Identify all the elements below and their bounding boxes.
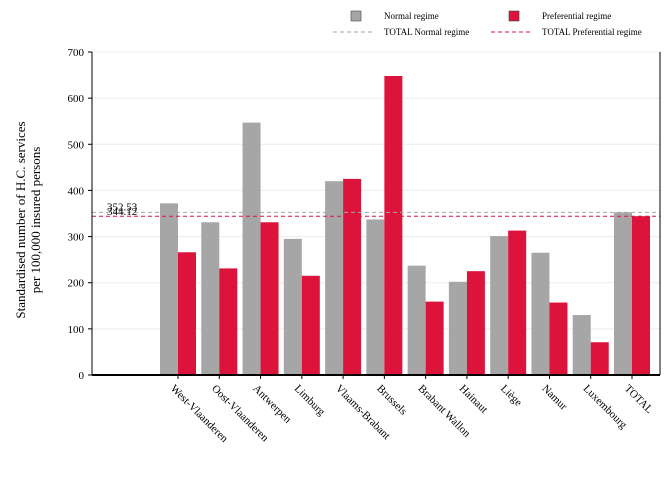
legend-swatch-normal-regime [350, 10, 362, 22]
bar-preferential-regime-brabant-wallon [425, 301, 444, 375]
y-tick-label-200: 200 [68, 278, 85, 290]
y-tick-label-0: 0 [79, 370, 85, 382]
bar-normal-regime-west-vlaanderen [160, 203, 178, 375]
y-tick-label-100: 100 [68, 324, 85, 336]
legend-label-total-normal-regime: TOTAL Normal regime [384, 27, 469, 37]
legend-label-preferential-regime: Preferential regime [542, 11, 611, 21]
legend: Normal regime Preferential regime TOTAL No… [333, 10, 642, 37]
bar-normal-regime-hainaut [448, 281, 467, 375]
y-tick-label-700: 700 [68, 47, 85, 59]
y-tick-label-600: 600 [68, 93, 85, 105]
bar-preferential-regime-namur [549, 302, 568, 375]
bar-preferential-regime-oost-vlaanderen [219, 268, 238, 375]
axes [88, 51, 661, 379]
bar-preferential-regime-vlaams-brabant [343, 178, 362, 375]
bar-normal-regime-brabant-wallon [407, 265, 426, 375]
y-tick-label-300: 300 [68, 232, 85, 244]
y-axis-label-line-1: Standardised number of H.C. services [13, 121, 28, 318]
bar-normal-regime-namur [531, 252, 550, 375]
y-axis-label: Standardised number of H.C. services per … [13, 121, 43, 318]
bar-normal-regime-luxembourg [572, 315, 591, 375]
bar-preferential-regime-limburg [301, 275, 320, 375]
bar-preferential-regime-hainaut [466, 271, 485, 375]
legend-swatch-preferential-regime [508, 10, 520, 22]
bar-normal-regime-vlaams-brabant [325, 181, 344, 375]
y-axis-label-line-2: per 100,000 insured persons [28, 147, 43, 294]
legend-label-normal-regime: Normal regime [384, 11, 439, 21]
bar-normal-regime-limburg [283, 238, 302, 375]
bar-normal-regime-brussels [366, 219, 385, 375]
y-tick-label-400: 400 [68, 185, 85, 197]
bar-normal-regime-liege [490, 236, 509, 375]
bar-preferential-regime-antwerpen [260, 222, 279, 375]
bar-normal-regime-antwerpen [242, 122, 261, 375]
y-tick-label-500: 500 [68, 139, 85, 151]
bar-preferential-regime-west-vlaanderen [178, 252, 196, 375]
bar-preferential-regime-total [632, 216, 650, 375]
y-tick-labels: 0 100 200 300 400 500 600 700 [68, 47, 85, 382]
bar-normal-regime-total [614, 212, 632, 375]
bars [160, 75, 650, 375]
ref-label-total-preferential-regime: 344.12 [107, 206, 137, 218]
legend-label-total-preferential-regime: TOTAL Preferential regime [542, 27, 642, 37]
bar-preferential-regime-brussels [384, 75, 403, 375]
bar-preferential-regime-liege [508, 230, 527, 375]
bar-preferential-regime-luxembourg [590, 342, 609, 375]
bar-normal-regime-oost-vlaanderen [201, 222, 220, 375]
ref-label-total-normal-regime: 352.53 [107, 201, 138, 213]
